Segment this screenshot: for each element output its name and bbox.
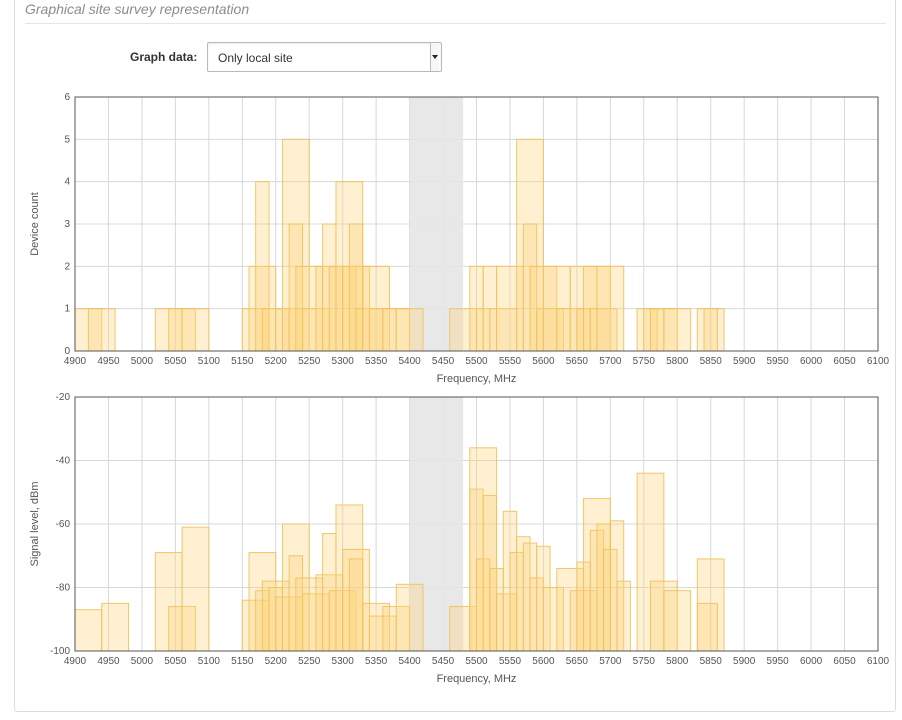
data-bar: [181, 308, 210, 352]
graph-data-label: Graph data:: [130, 50, 198, 64]
x-tick-label: 5100: [198, 356, 221, 367]
x-tick-label: 5200: [265, 656, 288, 667]
x-tick-label: 5050: [164, 356, 187, 367]
x-axis-title: Frequency, MHz: [437, 673, 517, 685]
data-bar: [295, 577, 324, 652]
x-tick-label: 5200: [265, 356, 288, 367]
x-tick-label: 5850: [700, 356, 723, 367]
data-bar: [696, 558, 725, 652]
data-bar: [536, 308, 564, 352]
x-tick-label: 5500: [465, 356, 488, 367]
data-bar: [395, 583, 424, 652]
data-bar: [348, 558, 364, 652]
x-tick-label: 5150: [231, 656, 254, 667]
section-title: Graphical site survey representation: [25, 1, 250, 17]
x-tick-label: 5600: [532, 356, 555, 367]
data-bar: [596, 265, 625, 352]
x-tick-label: 5000: [131, 356, 154, 367]
x-tick-label: 5350: [365, 656, 388, 667]
x-tick-label: 5550: [499, 656, 522, 667]
x-tick-label: 5300: [332, 656, 355, 667]
x-tick-label: 5850: [700, 656, 723, 667]
x-tick-label: 6050: [833, 356, 856, 367]
x-tick-label: 6000: [800, 356, 823, 367]
y-tick-label: 4: [64, 177, 70, 188]
x-tick-label: 6100: [867, 656, 890, 667]
x-axis-title: Frequency, MHz: [437, 373, 517, 385]
x-tick-label: 5100: [198, 656, 221, 667]
x-tick-label: 5650: [566, 356, 589, 367]
x-tick-label: 5250: [298, 656, 321, 667]
x-tick-label: 5050: [164, 656, 187, 667]
title-divider: [25, 23, 886, 24]
x-tick-label: 5600: [532, 656, 555, 667]
x-tick-label: 5350: [365, 356, 388, 367]
x-tick-label: 5900: [733, 656, 756, 667]
x-tick-label: 5650: [566, 656, 589, 667]
y-axis-title: Signal level, dBm: [29, 482, 41, 567]
x-tick-label: 5800: [666, 356, 689, 367]
x-tick-label: 4900: [64, 356, 87, 367]
x-tick-label: 5250: [298, 356, 321, 367]
x-tick-label: 5700: [599, 356, 622, 367]
x-tick-label: 5150: [231, 356, 254, 367]
y-tick-label: 1: [64, 304, 70, 315]
x-tick-label: 5000: [131, 656, 154, 667]
x-tick-label: 5750: [633, 356, 656, 367]
x-tick-label: 5900: [733, 356, 756, 367]
graph-data-selected-value: Only local site: [218, 51, 293, 65]
x-tick-label: 5450: [432, 356, 455, 367]
data-bar: [703, 308, 718, 352]
y-tick-label: -100: [50, 646, 70, 657]
x-tick-label: 5700: [599, 656, 622, 667]
x-tick-label: 6000: [800, 656, 823, 667]
graph-data-select[interactable]: Only local site: [207, 42, 442, 72]
data-bar: [342, 548, 370, 652]
data-bar: [362, 602, 391, 652]
x-tick-label: 5450: [432, 656, 455, 667]
x-tick-label: 5950: [767, 356, 790, 367]
x-tick-label: 5750: [633, 656, 656, 667]
x-tick-label: 5300: [332, 356, 355, 367]
data-bar: [696, 308, 725, 352]
data-bar: [74, 609, 103, 652]
x-tick-label: 4900: [64, 656, 87, 667]
x-tick-label: 4950: [97, 656, 120, 667]
data-bar: [616, 580, 631, 652]
x-tick-label: 5550: [499, 356, 522, 367]
x-tick-label: 5400: [398, 356, 421, 367]
x-tick-label: 6050: [833, 656, 856, 667]
x-tick-label: 4950: [97, 356, 120, 367]
data-bar: [101, 602, 130, 652]
y-tick-label: -40: [56, 456, 71, 467]
data-bar: [87, 308, 116, 352]
chart-2: 4900 4950 5000 5050 5100 5150 5200 5250 5300 5350…: [29, 392, 890, 685]
y-tick-label: -80: [56, 583, 71, 594]
y-tick-label: 6: [64, 92, 70, 103]
chart-1: 4900 4950 5000 5050 5100 5150 5200 5250 5300 5350…: [29, 92, 890, 385]
y-tick-label: -20: [56, 392, 71, 403]
data-bar: [663, 308, 692, 352]
data-bar: [489, 308, 518, 352]
data-bar: [663, 590, 692, 652]
data-bar: [395, 308, 424, 352]
x-tick-label: 5800: [666, 656, 689, 667]
y-tick-label: -60: [56, 519, 71, 530]
x-tick-label: 5400: [398, 656, 421, 667]
x-tick-label: 5500: [465, 656, 488, 667]
x-tick-label: 5950: [767, 656, 790, 667]
plot-frame: [74, 396, 879, 652]
y-tick-label: 5: [64, 134, 70, 145]
y-tick-label: 2: [64, 261, 70, 272]
chevron-down-icon: [430, 43, 439, 71]
plot-frame: [74, 96, 879, 352]
y-tick-label: 3: [64, 219, 70, 230]
x-tick-label: 6100: [867, 356, 890, 367]
data-bar: [696, 602, 718, 652]
y-axis-title: Device count: [29, 192, 41, 256]
data-bar: [181, 526, 210, 652]
excluded-frequency-band: [409, 397, 464, 651]
y-tick-label: 0: [64, 346, 70, 357]
